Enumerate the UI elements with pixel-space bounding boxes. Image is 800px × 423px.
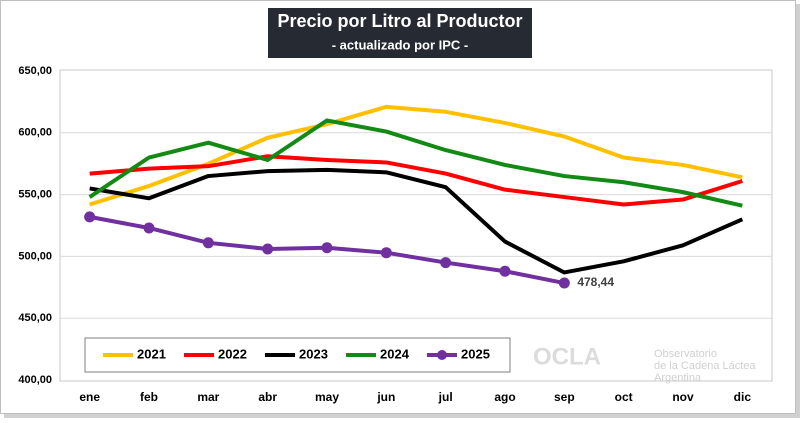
x-tick-label: oct [615,390,633,404]
shadow [4,414,800,418]
x-tick-label: jul [438,390,453,404]
x-tick-label: feb [140,390,158,404]
y-tick-label: 550,00 [18,189,52,201]
y-tick-label: 650,00 [18,65,52,77]
title-box [268,8,532,58]
y-tick-label: 400,00 [18,374,52,386]
shadow [796,4,800,418]
legend-label: 2024 [380,346,410,361]
x-tick-label: dic [734,390,752,404]
point [558,277,570,289]
point [321,242,333,254]
x-tick-label: sep [554,390,575,404]
watermark-text: Argentina [654,372,702,384]
plot-area [59,69,773,382]
legend-label: 2023 [299,346,328,361]
chart-subtitle: - actualizado por IPC - [332,37,469,52]
data-label: 478,44 [577,275,614,289]
watermark-text: de la Cadena Láctea [654,360,756,372]
x-tick-label: abr [258,390,277,404]
y-tick-label: 450,00 [18,312,52,324]
point [499,265,511,277]
watermark-logo: OCLA [533,343,601,370]
x-tick-label: ago [494,390,515,404]
point [262,243,274,255]
x-tick-label: ene [79,390,100,404]
point [380,247,392,259]
watermark-text: Observatorio [654,348,717,360]
legend-label: 2025 [461,346,490,361]
series-line [89,167,744,275]
x-tick-label: may [315,390,339,404]
point [84,211,96,223]
legend-label: 2022 [218,346,247,361]
legend-label: 2021 [137,346,166,361]
x-tick-label: mar [197,390,219,404]
series-line [88,118,743,208]
chart-title: Precio por Litro al Productor [277,11,522,31]
series-line [89,154,743,207]
point [202,237,214,249]
y-tick-label: 600,00 [18,127,52,139]
legend-marker [437,350,447,360]
point [440,257,452,269]
y-tick-label: 500,00 [18,250,52,262]
x-tick-label: nov [672,390,694,404]
point [143,222,155,234]
x-tick-label: jun [376,390,395,404]
